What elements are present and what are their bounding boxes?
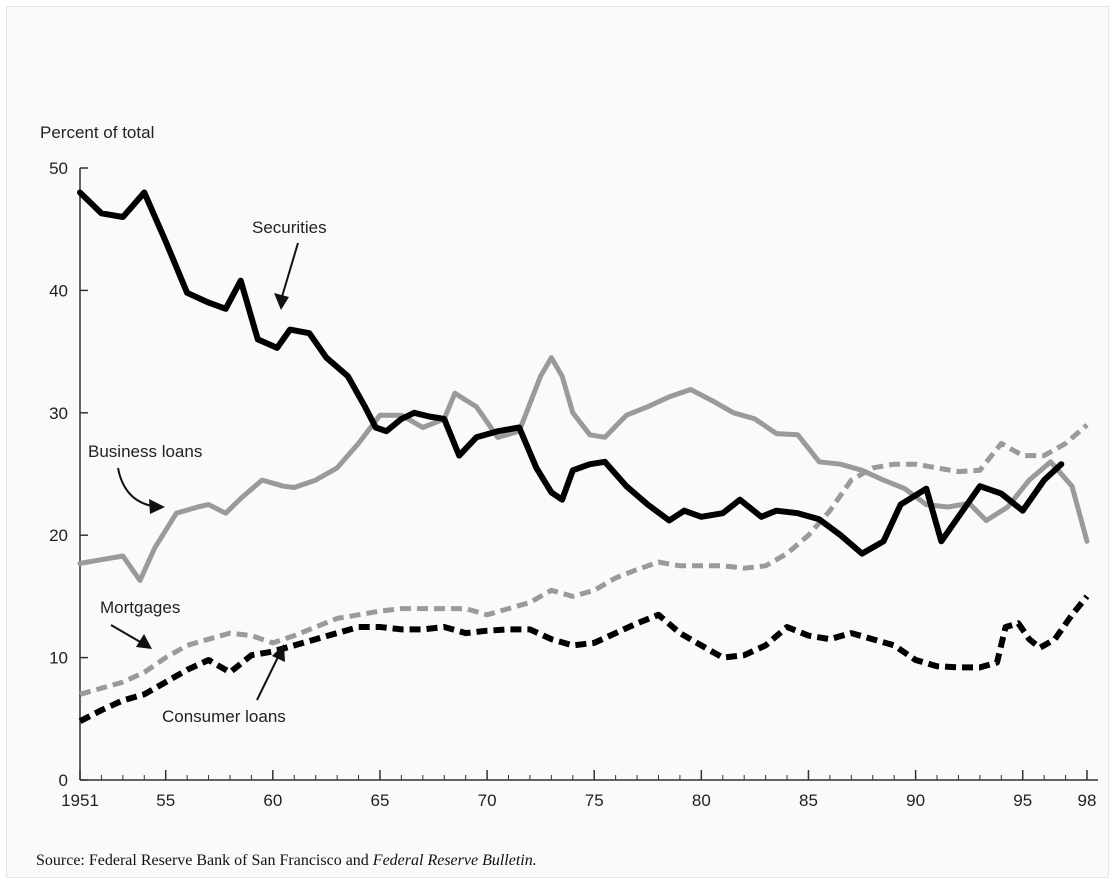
arrow-mortgages bbox=[110, 624, 143, 644]
source-note: Source: Federal Reserve Bank of San Fran… bbox=[36, 852, 537, 870]
arrow-business-loans bbox=[117, 467, 153, 507]
y-tick-label: 50 bbox=[49, 159, 68, 178]
x-tick-label: 90 bbox=[906, 791, 925, 810]
annotation-mortgages: Mortgages bbox=[100, 598, 180, 617]
x-tick-label: 75 bbox=[585, 791, 604, 810]
x-tick-label: 60 bbox=[263, 791, 282, 810]
series-line-securities bbox=[77, 189, 1065, 557]
arrowhead-mortgages bbox=[136, 634, 152, 649]
arrowhead-business-loans bbox=[149, 499, 165, 514]
x-tick-label: 55 bbox=[156, 791, 175, 810]
x-tick-label: 1951 bbox=[61, 791, 99, 810]
source-text: Source: Federal Reserve Bank of San Fran… bbox=[36, 852, 373, 869]
arrowhead-securities bbox=[274, 293, 289, 310]
x-tick-label: 65 bbox=[370, 791, 389, 810]
chart-frame bbox=[6, 6, 1109, 878]
y-tick-label: 0 bbox=[59, 771, 68, 790]
annotation-business-loans: Business loans bbox=[88, 442, 202, 461]
x-tick-label: 95 bbox=[1013, 791, 1032, 810]
y-tick-label: 30 bbox=[49, 404, 68, 423]
annotation-securities: Securities bbox=[252, 218, 327, 237]
series-line-mortgages bbox=[79, 423, 1089, 697]
series-line-consumer-loans bbox=[78, 594, 1090, 724]
arrow-consumer-loans bbox=[256, 654, 280, 701]
arrow-securities bbox=[280, 242, 299, 301]
source-italic: Federal Reserve Bulletin. bbox=[372, 852, 537, 869]
arrowhead-consumer-loans bbox=[272, 644, 285, 662]
x-tick-label: 85 bbox=[799, 791, 818, 810]
x-tick-label: 80 bbox=[692, 791, 711, 810]
x-tick-label: 70 bbox=[478, 791, 497, 810]
x-tick-label: 98 bbox=[1078, 791, 1097, 810]
y-tick-label: 40 bbox=[49, 281, 68, 300]
annotation-consumer-loans: Consumer loans bbox=[162, 707, 286, 726]
y-tick-label: 20 bbox=[49, 526, 68, 545]
y-tick-label: 10 bbox=[49, 649, 68, 668]
y-axis-title: Percent of total bbox=[40, 123, 154, 142]
